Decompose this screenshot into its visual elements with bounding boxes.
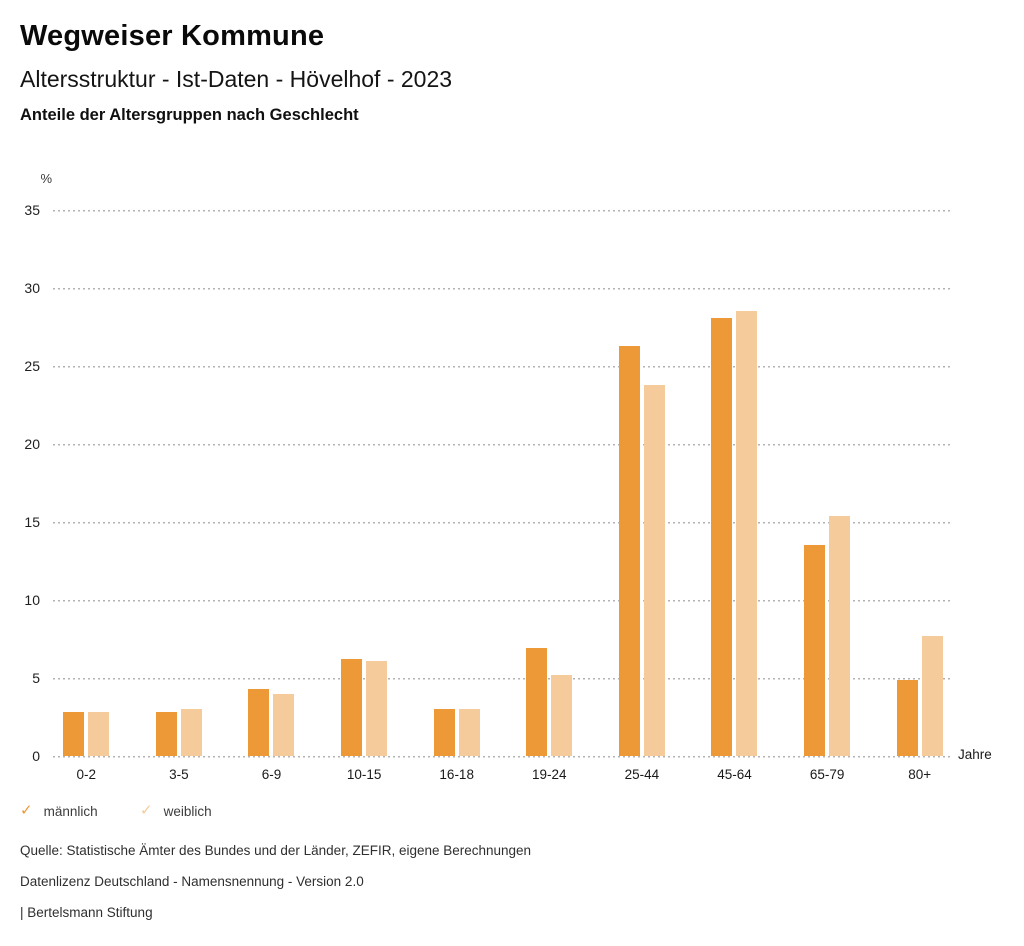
gridline (53, 599, 953, 602)
gridline (53, 287, 953, 290)
bar-group: 16-18 (410, 210, 503, 782)
bar-männlich-65-79 (804, 545, 826, 756)
source-text: Quelle: Statistische Ämter des Bundes un… (20, 843, 532, 858)
bar-männlich-25-44 (618, 345, 640, 756)
bar-group: 10-15 (318, 210, 411, 782)
x-tick-label: 19-24 (532, 767, 567, 782)
bar-männlich-3-5 (155, 712, 177, 756)
license-text: Datenlizenz Deutschland - Namensnennung … (20, 874, 364, 889)
x-tick-label: 0-2 (76, 767, 97, 782)
x-tick-label: 16-18 (439, 767, 474, 782)
y-tick-label: 20 (24, 436, 40, 452)
bar-männlich-0-2 (63, 712, 85, 756)
legend-label-maennlich: männlich (43, 803, 98, 819)
y-tick-label: 0 (32, 748, 40, 764)
bar-weiblich-80+ (921, 635, 943, 756)
y-tick-label: 15 (24, 514, 40, 530)
x-tick-label: 45-64 (717, 767, 752, 782)
legend-item-weiblich[interactable]: ✓ weiblich (140, 801, 212, 821)
bar-männlich-10-15 (341, 659, 363, 756)
x-tick-label: 25-44 (624, 767, 660, 782)
gridline (53, 521, 953, 524)
bar-weiblich-65-79 (829, 515, 851, 756)
y-tick-label: 5 (32, 670, 40, 686)
page-title: Wegweiser Kommune (20, 20, 325, 52)
bar-weiblich-10-15 (366, 660, 388, 756)
bar-group: 0-2 (40, 210, 133, 782)
check-icon: ✓ (140, 802, 153, 819)
bar-weiblich-25-44 (643, 384, 665, 756)
x-tick-label: 65-79 (809, 767, 845, 782)
bar-group: 65-79 (781, 210, 874, 782)
gridline (53, 755, 953, 758)
legend-label-weiblich: weiblich (163, 803, 212, 819)
y-tick-label: 25 (24, 358, 40, 374)
grid-layer (53, 209, 953, 758)
attribution-text: | Bertelsmann Stiftung (20, 905, 153, 920)
y-tick-label: 35 (24, 202, 40, 218)
y-tick-label: 30 (24, 280, 40, 296)
bars-layer: 0-2 3-5 6-9 10-15 16-18 19-24 25-44 45-64 65-79 8… (40, 210, 966, 782)
gridline (53, 443, 953, 446)
bar-group: 3-5 (133, 210, 226, 782)
x-tick-label: 6-9 (261, 767, 282, 782)
bar-group: 6-9 (225, 210, 318, 782)
bar-männlich-16-18 (433, 709, 455, 756)
check-icon: ✓ (20, 802, 33, 819)
x-tick-label: 3-5 (169, 767, 189, 782)
bar-weiblich-0-2 (88, 712, 110, 756)
bar-weiblich-6-9 (273, 693, 295, 756)
gridline (53, 365, 953, 368)
bar-männlich-6-9 (248, 688, 270, 756)
gridline (53, 209, 953, 212)
legend: ✓ männlich ✓ weiblich (0, 801, 1024, 823)
gridline (53, 677, 953, 680)
bar-weiblich-3-5 (180, 709, 202, 756)
bar-weiblich-19-24 (551, 674, 573, 756)
bar-group: 25-44 (596, 210, 689, 782)
bar-group: 80+ (873, 210, 966, 782)
chart-title: Altersstruktur - Ist-Daten - Hövelhof - … (20, 66, 453, 92)
y-axis-unit-label: % (40, 171, 52, 186)
bar-männlich-80+ (896, 679, 918, 756)
bar-weiblich-45-64 (736, 311, 758, 756)
bar-group: 19-24 (503, 210, 596, 782)
legend-item-maennlich[interactable]: ✓ männlich (20, 801, 98, 821)
bar-weiblich-16-18 (458, 709, 480, 756)
y-tick-label: 10 (24, 592, 40, 608)
x-axis-unit-label: Jahre (958, 747, 992, 762)
y-axis-tick-labels: 0 5 10 15 20 25 30 35 (0, 202, 40, 764)
x-tick-label: 80+ (908, 767, 932, 782)
bar-group: 45-64 (688, 210, 781, 782)
bar-männlich-19-24 (526, 648, 548, 756)
x-tick-label: 10-15 (346, 767, 382, 782)
chart-subtitle: Anteile der Altersgruppen nach Geschlech… (20, 106, 359, 124)
bar-männlich-45-64 (711, 317, 733, 756)
